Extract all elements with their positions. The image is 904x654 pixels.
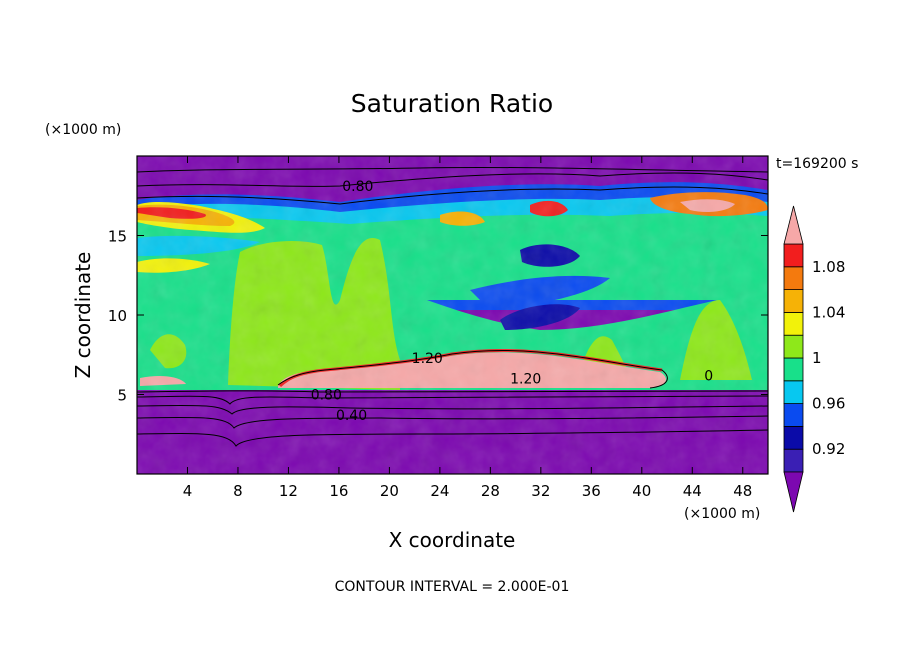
contour-label-5: 0 [704, 368, 713, 384]
x-axis: 4 8 12 16 20 24 28 32 36 40 44 48 [183, 156, 752, 500]
colorbar-swatch-2 [783, 403, 804, 427]
colorbar-swatch-6 [783, 311, 804, 336]
colorbar-label-0: 0.92 [812, 440, 845, 458]
y-axis-label: Z coordinate [71, 252, 95, 379]
colorbar-swatch-7 [783, 289, 804, 313]
colorbar-swatch-0 [783, 448, 804, 473]
contour-label-3: 0.80 [311, 388, 342, 404]
x-tick-label-4: 20 [380, 482, 399, 500]
colorbar-swatch-1 [783, 425, 804, 450]
x-unit-label: (×1000 m) [684, 506, 760, 522]
colorbar-over-triangle [783, 205, 804, 245]
x-tick-label-9: 40 [632, 482, 651, 500]
contour-base-1 [137, 390, 768, 393]
y-tick-label-2: 15 [108, 228, 127, 246]
saturation-field [137, 156, 768, 474]
x-axis-label: X coordinate [389, 528, 516, 552]
contour-lines [137, 166, 768, 447]
x-tick-label-10: 44 [683, 482, 702, 500]
contour-base-3 [137, 404, 768, 415]
contour-base-4 [137, 415, 768, 429]
contour-label-0: 0.80 [342, 179, 373, 195]
colorbar-label-3: 1.04 [812, 303, 845, 321]
contour-top-1 [137, 166, 768, 173]
time-label: t=169200 s [776, 156, 858, 172]
colorbar-swatch-9 [783, 243, 804, 268]
contour-cloud-top [277, 349, 668, 389]
colorbar-swatch-8 [783, 266, 804, 290]
colorbar-swatch-5 [783, 334, 804, 359]
colorbar-swatch-3 [783, 380, 804, 404]
contour-label-4: 0.40 [336, 408, 367, 424]
contour-base-5 [137, 429, 768, 447]
chart-title: Saturation Ratio [351, 89, 553, 118]
x-tick-label-5: 24 [430, 482, 449, 500]
contour-label-1: 1.20 [412, 351, 443, 367]
x-tick-label-6: 28 [481, 482, 500, 500]
contour-base-2 [137, 395, 768, 405]
contour-labels: 0.80 1.20 1.20 0.80 0.40 0 [311, 179, 713, 424]
y-tick-label-0: 5 [117, 387, 127, 405]
contour-top-3 [137, 186, 768, 205]
x-tick-label-7: 32 [531, 482, 550, 500]
colorbar: 0.92 0.96 1 1.04 1.08 [783, 205, 845, 513]
field-noise [137, 156, 768, 474]
colorbar-swatch-4 [783, 357, 804, 382]
y-unit-label: (×1000 m) [45, 122, 121, 138]
x-tick-label-1: 8 [233, 482, 243, 500]
x-tick-label-11: 48 [733, 482, 752, 500]
x-tick-label-8: 36 [582, 482, 601, 500]
y-tick-label-1: 10 [108, 307, 127, 325]
y-axis: 5 10 15 [108, 228, 768, 405]
x-tick-label-3: 16 [329, 482, 348, 500]
x-tick-label-0: 4 [183, 482, 193, 500]
colorbar-label-4: 1.08 [812, 258, 845, 276]
colorbar-label-1: 0.96 [812, 395, 845, 413]
contour-interval-footer: CONTOUR INTERVAL = 2.000E-01 [335, 579, 570, 595]
contour-top-2 [137, 172, 768, 187]
colorbar-label-2: 1 [812, 349, 822, 367]
x-tick-label-2: 12 [279, 482, 298, 500]
contour-label-2: 1.20 [510, 372, 541, 388]
colorbar-under-triangle [783, 471, 804, 513]
